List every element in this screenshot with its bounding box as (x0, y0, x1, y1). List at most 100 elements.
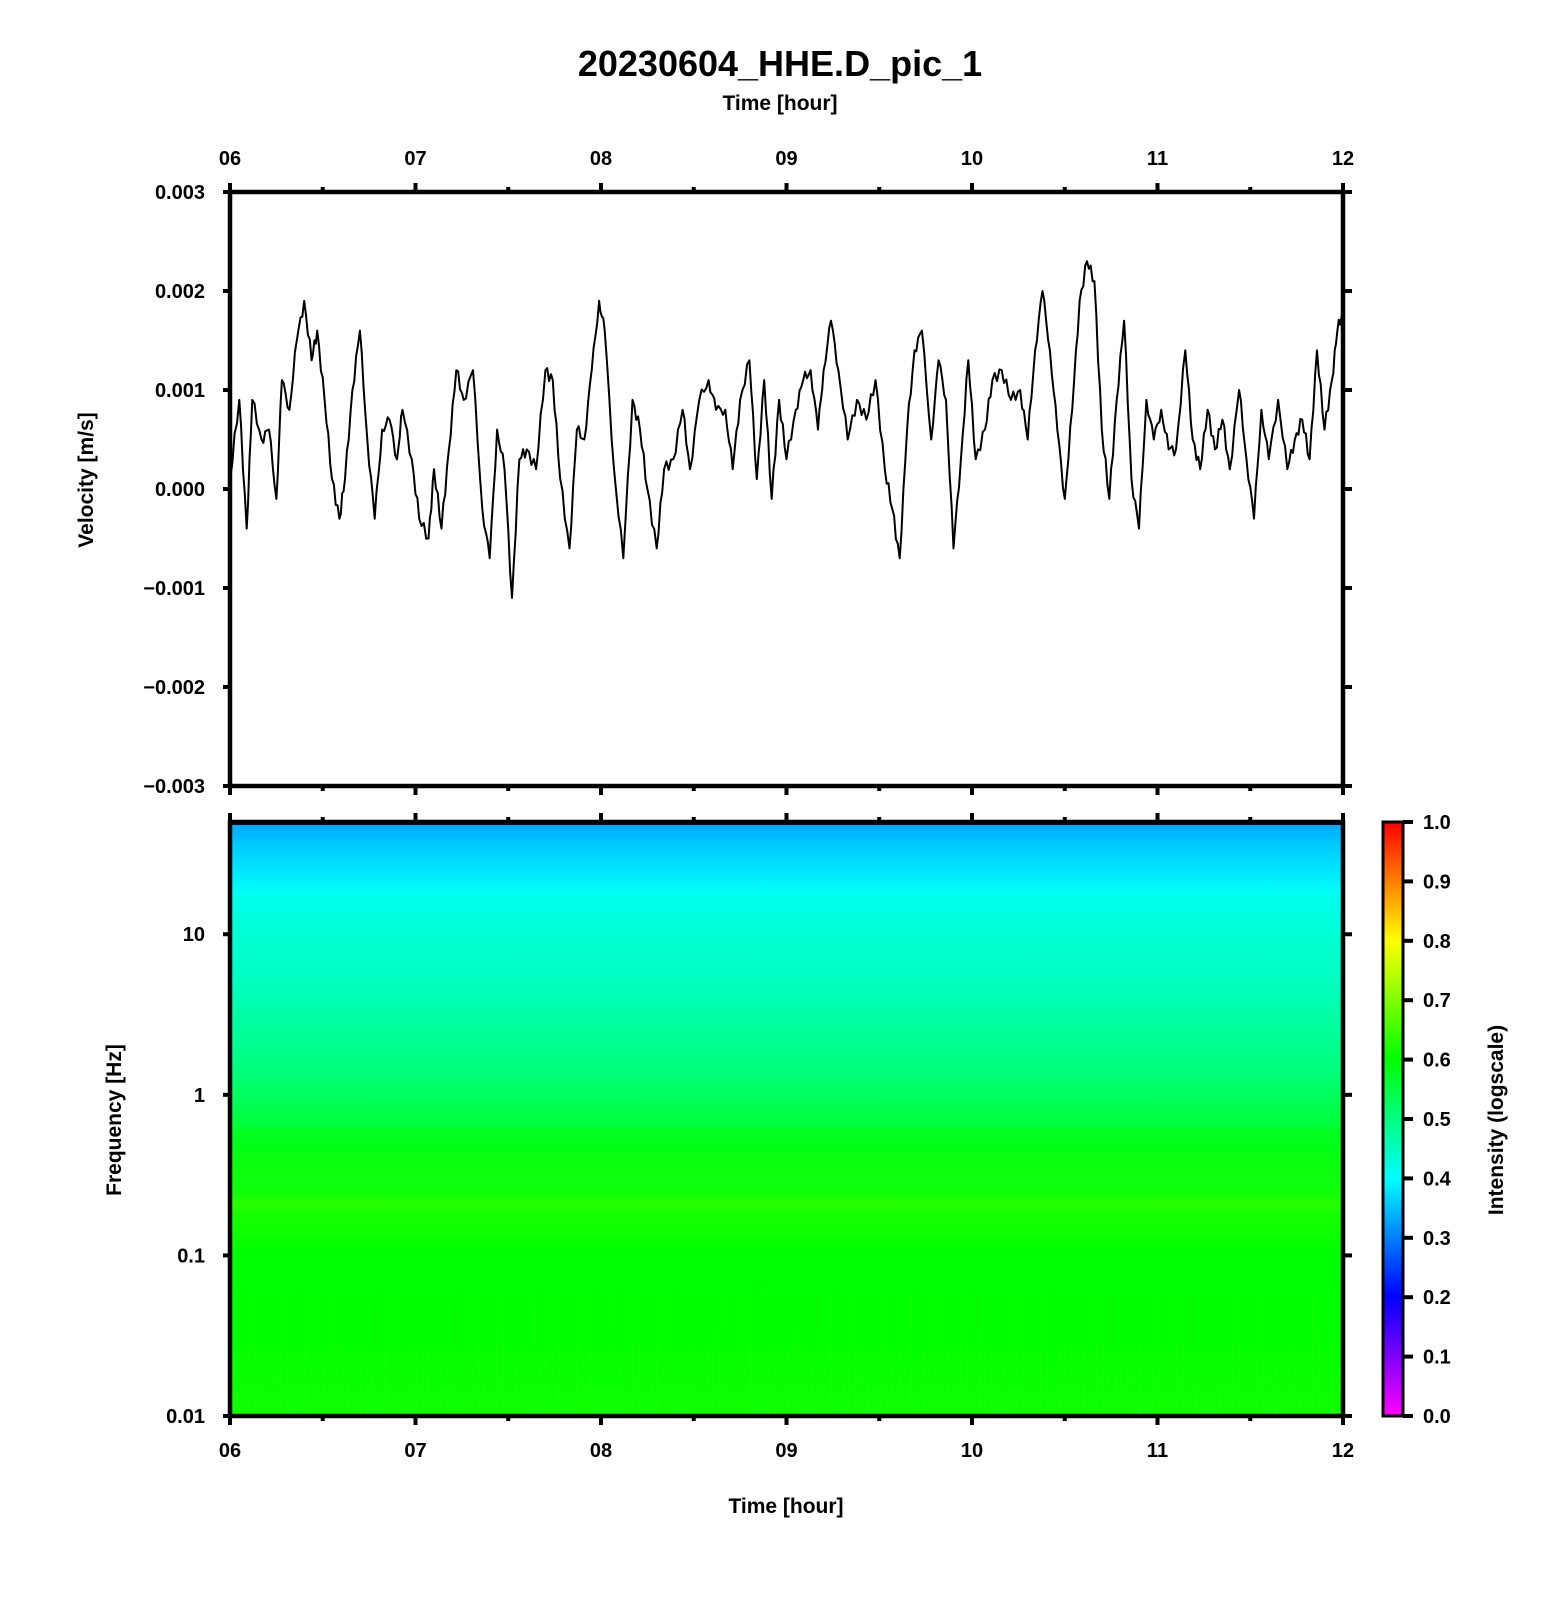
colorbar-tick-label: 0.4 (1423, 1168, 1452, 1190)
spectrogram-stripe (248, 1291, 251, 1416)
spectrogram-stripe (873, 1291, 876, 1416)
frequency-y-axis-label: Frequency [Hz] (103, 1044, 126, 1196)
spectrogram-stripe (298, 1291, 301, 1416)
spectrogram-stripe (1040, 1291, 1043, 1416)
top-x-axis-label: Time [hour] (722, 92, 837, 115)
spectrogram-stripe (409, 1291, 412, 1416)
spectrogram-stripe (532, 1291, 535, 1416)
spectrogram-stripe (891, 1291, 894, 1416)
spectrogram-stripe (1293, 1291, 1296, 1416)
spectrogram-stripe (662, 1291, 665, 1416)
spectrogram-stripe (792, 1291, 795, 1416)
spectrogram-stripe (304, 1291, 307, 1416)
bottom-x-tick-label: 09 (775, 1440, 797, 1462)
velocity-y-tick-labels: 0.003 0.002 0.001 0.000 −0.001 −0.002 −0.003 (143, 182, 205, 798)
frequency-y-tick-label: 0.01 (166, 1406, 205, 1428)
frequency-y-tick-labels: 10 1 0.1 0.01 (166, 924, 205, 1428)
spectrogram-stripe (959, 1291, 962, 1416)
frequency-y-tick-label: 10 (183, 924, 205, 946)
spectrogram-stripe (464, 1291, 467, 1416)
spectrogram-stripe (767, 1291, 770, 1416)
spectrogram-stripe (267, 1291, 270, 1416)
spectrogram-stripe (483, 1291, 486, 1416)
bottom-x-tick-label: 12 (1332, 1440, 1354, 1462)
spectrogram-stripe (1299, 1291, 1302, 1416)
spectrogram-stripe (1200, 1291, 1203, 1416)
colorbar-tick-label: 0.0 (1423, 1406, 1451, 1428)
spectrogram-stripe (421, 1291, 424, 1416)
spectrogram-stripe (619, 1291, 622, 1416)
spectrogram-stripe (489, 1291, 492, 1416)
velocity-y-axis-label: Velocity [m/s] (75, 412, 98, 547)
spectrogram-stripe (1318, 1291, 1321, 1416)
spectrogram-stripe (1268, 1291, 1271, 1416)
spectrogram-stripe (384, 1291, 387, 1416)
frequency-y-tick-label: 0.1 (177, 1245, 205, 1267)
spectrogram-stripe (1305, 1291, 1308, 1416)
spectrogram-stripe (1281, 1291, 1284, 1416)
spectrogram-band (230, 1128, 1343, 1153)
spectrogram-stripe (811, 1291, 814, 1416)
spectrogram-stripe (452, 1291, 455, 1416)
spectrogram-stripe (638, 1291, 641, 1416)
spectrogram-stripe (1052, 1291, 1055, 1416)
spectrogram-stripe (910, 1291, 913, 1416)
spectrogram-stripe (495, 1291, 498, 1416)
colorbar (1381, 820, 1405, 1418)
colorbar-tick-label: 0.3 (1423, 1228, 1451, 1250)
bottom-x-tick-label: 10 (961, 1440, 983, 1462)
spectrogram-stripe (669, 1291, 672, 1416)
spectrogram-stripe (786, 1291, 789, 1416)
spectrogram-stripe (897, 1291, 900, 1416)
spectrogram-stripe (242, 1291, 245, 1416)
spectrogram-stripe (458, 1291, 461, 1416)
spectrogram-stripe (866, 1291, 869, 1416)
velocity-y-tick-label: −0.001 (143, 578, 205, 600)
spectrogram-stripe (1330, 1291, 1333, 1416)
velocity-tick-marks (223, 183, 1352, 795)
top-x-tick-label: 08 (590, 148, 612, 170)
velocity-y-tick-label: −0.002 (143, 677, 205, 699)
spectrogram-stripe (1033, 1291, 1036, 1416)
spectrogram-stripe (1070, 1291, 1073, 1416)
spectrogram-stripe (1021, 1291, 1024, 1416)
spectrogram-stripe (681, 1291, 684, 1416)
top-x-tick-label: 11 (1147, 148, 1168, 170)
spectrogram-stripe (440, 1291, 443, 1416)
velocity-y-tick-label: 0.001 (155, 380, 205, 402)
spectrogram-stripe (823, 1291, 826, 1416)
spectrogram-stripe (625, 1291, 628, 1416)
spectrogram-stripe (316, 1291, 319, 1416)
spectrogram-stripe (1250, 1291, 1253, 1416)
spectrogram-stripe (1182, 1291, 1185, 1416)
bottom-x-tick-label: 08 (590, 1440, 612, 1462)
spectrogram-stripe (774, 1291, 777, 1416)
spectrogram-stripe (273, 1291, 276, 1416)
spectrogram-band (230, 1199, 1343, 1210)
spectrogram-stripe (699, 1291, 702, 1416)
spectrogram-stripe (885, 1291, 888, 1416)
spectrogram-stripe (1145, 1291, 1148, 1416)
spectrogram-stripe (941, 1291, 944, 1416)
spectrogram-stripe (1169, 1291, 1172, 1416)
spectrogram-stripe (1126, 1291, 1129, 1416)
spectrogram-stripe (978, 1291, 981, 1416)
spectrogram-stripe (588, 1291, 591, 1416)
velocity-y-tick-label: 0.000 (155, 479, 205, 501)
spectrogram-stripe (366, 1291, 369, 1416)
spectrogram-stripe (403, 1291, 406, 1416)
spectrogram-stripe (1027, 1291, 1030, 1416)
spectrogram-stripe (1262, 1291, 1265, 1416)
spectrogram-stripe (724, 1291, 727, 1416)
colorbar-label: Intensity (logscale) (1485, 1025, 1508, 1215)
spectrogram-stripe (551, 1291, 554, 1416)
spectrogram-stripe (526, 1291, 529, 1416)
spectrogram-heatmap (230, 822, 1343, 1416)
spectrogram-stripe (798, 1291, 801, 1416)
spectrogram-stripe (1213, 1291, 1216, 1416)
spectrogram-stripe (341, 1291, 344, 1416)
spectrogram-stripe (780, 1291, 783, 1416)
spectrogram-stripe (953, 1291, 956, 1416)
spectrogram-stripe (675, 1291, 678, 1416)
spectrogram-stripe (1083, 1291, 1086, 1416)
